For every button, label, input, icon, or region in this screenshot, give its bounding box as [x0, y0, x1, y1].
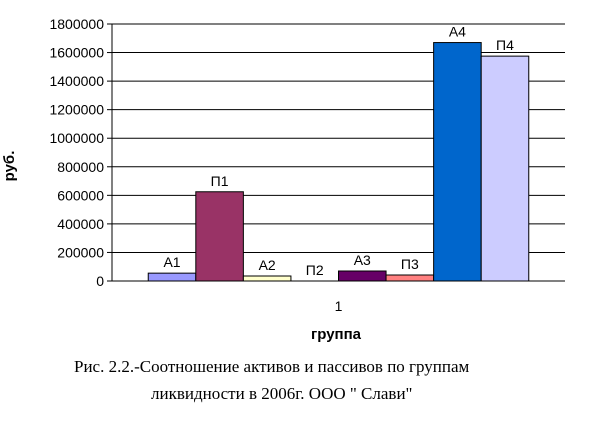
y-tick-label: 1000000 — [49, 130, 104, 146]
bars — [147, 42, 530, 282]
bar-label: П3 — [401, 256, 419, 272]
bar-label: А3 — [354, 252, 371, 268]
y-tick-label: 1200000 — [49, 102, 104, 118]
bar-7 — [433, 42, 482, 282]
bar-8 — [480, 55, 530, 282]
bar-label: П2 — [306, 262, 324, 278]
bar-2 — [195, 191, 244, 282]
gridlines — [112, 23, 565, 253]
y-tick-label: 0 — [96, 273, 104, 289]
y-tick-label: 1600000 — [49, 45, 104, 61]
bar-label: А2 — [259, 257, 276, 273]
figure-caption-line-2: ликвидности в 2006г. ООО " Слави" — [151, 384, 413, 403]
bar-6 — [385, 274, 435, 282]
y-tick-label: 1800000 — [49, 16, 104, 32]
x-tick-label: 1 — [335, 298, 343, 314]
y-tick-label: 200000 — [57, 244, 104, 260]
y-tick-label: 800000 — [57, 159, 104, 175]
x-axis: 1 — [112, 280, 565, 314]
y-axis: 0 200000 400000 600000 800000 1000000 1200000 1… — [49, 16, 113, 289]
y-axis-label: руб. — [1, 151, 18, 182]
bar-labels: А1 П1 А2 П2 А3 П3 А4 П4 — [163, 24, 514, 278]
bar-label: П4 — [496, 37, 514, 53]
bar-5 — [338, 270, 387, 282]
bar-label: П1 — [211, 173, 229, 189]
bar-chart: А1 П1 А2 П2 А3 П3 А4 П4 0 200000 400000 600000 8000… — [1, 16, 565, 343]
bar-3 — [242, 275, 292, 282]
y-tick-label: 1400000 — [49, 73, 104, 89]
y-tick-label: 600000 — [57, 187, 104, 203]
bar-label: А1 — [163, 254, 180, 270]
y-tick-label: 400000 — [57, 216, 104, 232]
figure-caption-line-1: Рис. 2.2.-Соотношение активов и пассивов… — [74, 357, 470, 376]
bar-label: А4 — [449, 24, 466, 40]
x-axis-label: группа — [311, 326, 362, 343]
bar-1 — [147, 272, 197, 282]
